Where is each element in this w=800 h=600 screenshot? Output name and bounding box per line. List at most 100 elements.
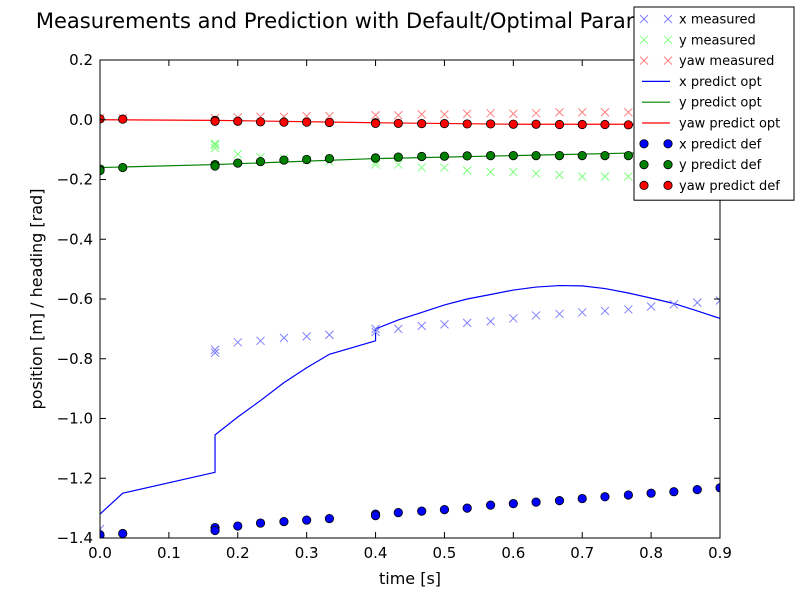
y-tick-label: −1.0 <box>57 410 93 428</box>
y-tick-label: −0.4 <box>57 230 93 248</box>
legend-label: y predict def <box>679 158 762 173</box>
data-point <box>646 488 656 498</box>
x-axis-label: time [s] <box>379 569 441 588</box>
data-point <box>324 117 334 128</box>
data-point <box>623 151 633 161</box>
data-point <box>417 151 427 162</box>
legend: x measured y measured yaw measured x predic… <box>633 6 795 201</box>
data-point <box>624 107 633 117</box>
data-point <box>370 510 381 521</box>
data-point <box>255 518 266 528</box>
data-point <box>462 318 472 328</box>
data-point <box>555 309 564 319</box>
x-tick-label: 0.0 <box>88 544 112 562</box>
data-point <box>210 348 220 358</box>
y-tick-label: −0.8 <box>57 350 93 368</box>
data-point <box>233 158 243 168</box>
data-point <box>210 140 220 150</box>
data-point <box>508 314 518 323</box>
data-point <box>233 337 243 347</box>
legend-label: x predict def <box>679 137 762 152</box>
x-tick-label: 0.1 <box>157 544 181 562</box>
data-point <box>255 117 266 127</box>
data-point <box>600 172 610 181</box>
legend-label: x measured <box>679 13 756 28</box>
x-tick-label: 0.3 <box>295 544 319 562</box>
series-yaw-measured <box>100 107 633 123</box>
data-point <box>393 508 403 518</box>
data-point <box>302 154 312 165</box>
data-point <box>669 487 679 497</box>
legend-item-x-measured: x measured <box>639 13 756 28</box>
data-point <box>485 151 496 161</box>
plot-area <box>100 60 720 538</box>
data-point <box>462 119 472 129</box>
legend-swatch <box>639 160 649 170</box>
data-point <box>118 528 128 538</box>
legend-label: y predict opt <box>679 96 762 111</box>
data-point <box>325 330 334 340</box>
data-point <box>623 120 633 130</box>
legend-item-y-predict-opt: y predict opt <box>642 96 762 111</box>
y-tick-label: −0.6 <box>57 290 93 308</box>
data-point <box>393 118 403 128</box>
series-y-predict-def <box>100 151 633 176</box>
data-point <box>439 151 450 161</box>
data-point <box>370 153 381 163</box>
x-tick-label: 0.6 <box>501 544 525 562</box>
legend-swatch <box>639 35 649 45</box>
legend-label: x predict opt <box>679 75 762 90</box>
legend-item-y-measured: y measured <box>639 33 756 48</box>
data-point <box>255 156 266 167</box>
data-point <box>439 505 450 515</box>
x-tick-label: 0.4 <box>364 544 388 562</box>
data-point <box>210 161 220 171</box>
x-tick-label: 0.5 <box>433 544 457 562</box>
y-tick-label: −1.2 <box>57 469 93 487</box>
data-point <box>600 119 610 130</box>
legend-swatch <box>663 139 673 149</box>
legend-item-x-predict-opt: x predict opt <box>642 75 762 90</box>
data-point <box>555 170 564 180</box>
data-point <box>600 151 610 161</box>
data-point <box>371 160 380 169</box>
legend-swatch <box>663 35 673 45</box>
data-point <box>508 119 518 129</box>
legend-label: yaw predict opt <box>679 117 780 132</box>
y-tick-label: 0.2 <box>69 51 93 69</box>
data-point <box>486 317 495 326</box>
data-point <box>302 515 312 525</box>
legend-label: yaw predict def <box>679 179 780 194</box>
legend-label: y measured <box>679 33 756 48</box>
data-point <box>485 500 496 510</box>
data-point <box>462 503 472 513</box>
legend-swatch <box>663 160 673 170</box>
data-point <box>669 300 679 309</box>
data-point <box>508 109 518 119</box>
data-point <box>624 172 633 181</box>
data-point <box>210 116 220 126</box>
data-point <box>508 151 518 161</box>
legend-swatch <box>663 14 673 24</box>
x-tick-label: 0.7 <box>570 544 594 562</box>
data-point <box>600 492 610 502</box>
data-point <box>118 114 128 124</box>
data-point <box>508 167 518 177</box>
y-tick-label: −1.4 <box>57 529 93 547</box>
x-tick-label: 0.8 <box>639 544 663 562</box>
data-point <box>462 151 472 161</box>
series-line <box>100 284 720 515</box>
data-point <box>279 117 289 127</box>
data-point <box>440 110 449 119</box>
data-point <box>531 497 541 507</box>
data-point <box>715 296 720 305</box>
data-point <box>417 163 427 172</box>
legend-swatch <box>663 56 673 65</box>
data-point <box>417 119 427 129</box>
data-point <box>554 151 565 161</box>
data-point <box>210 345 220 355</box>
data-point <box>555 107 564 117</box>
series-x-predict-def <box>100 483 720 538</box>
data-point <box>324 513 334 524</box>
